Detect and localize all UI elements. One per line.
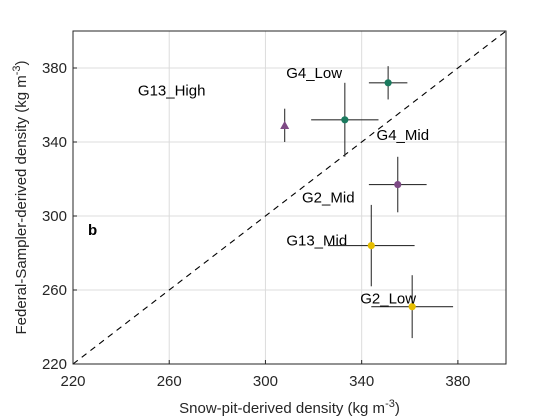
y-tick-label: 380 — [42, 60, 67, 77]
y-tick-label: 300 — [42, 208, 67, 225]
y-axis-label: Federal-Sampler-derived density (kg m-3) — [11, 60, 30, 334]
circle-marker — [341, 116, 349, 124]
y-tick-label: 340 — [42, 134, 67, 151]
panel-letter: b — [88, 222, 97, 239]
y-axis-label-superscript: -3 — [11, 65, 23, 75]
x-tick-label: 260 — [157, 373, 182, 390]
y-axis-label-tail: ) — [13, 60, 30, 65]
triangle-marker — [280, 120, 290, 129]
x-axis-label-superscript: -3 — [385, 398, 395, 410]
point-label: G2_Mid — [302, 190, 355, 207]
y-axis-label-text: Federal-Sampler-derived density (kg m — [13, 75, 30, 334]
x-axis-label-tail: ) — [395, 400, 400, 417]
circle-marker — [408, 303, 416, 311]
plot-frame — [72, 30, 507, 365]
x-axis-label-text: Snow-pit-derived density (kg m — [179, 400, 385, 417]
circle-marker — [384, 79, 392, 87]
one-to-one-line — [72, 30, 507, 365]
point-label: G13_Mid — [286, 233, 347, 250]
point-label: G13_High — [138, 82, 206, 99]
circle-marker — [367, 242, 375, 250]
x-tick-label: 380 — [445, 373, 470, 390]
data-points: G4_Low G4_Mid G13_High G13_Mid G2_Mid G2_Low — [138, 65, 454, 339]
data-point-g4-low: G4_Low — [286, 65, 408, 100]
point-label: G4_Mid — [377, 127, 430, 144]
data-point-g2-mid: G2_Mid — [302, 190, 415, 287]
y-tick-label: 220 — [42, 356, 67, 373]
x-tick-label: 340 — [349, 373, 374, 390]
circle-marker — [394, 180, 402, 189]
point-label: G4_Low — [286, 65, 342, 82]
x-tick-label: 220 — [60, 373, 85, 390]
x-tick-label: 300 — [253, 373, 278, 390]
data-point-g4-mid: G4_Mid — [311, 82, 430, 157]
point-label: G2_Low — [360, 291, 416, 308]
data-point-g2-low: G2_Low — [360, 275, 454, 339]
axis-ticks: 220 260 300 340 380 220 260 300 340 380 — [42, 60, 470, 390]
y-tick-label: 260 — [42, 282, 67, 299]
data-point-g13-high: G13_High — [138, 82, 290, 142]
x-axis-label: Snow-pit-derived density (kg m-3) — [179, 398, 400, 417]
